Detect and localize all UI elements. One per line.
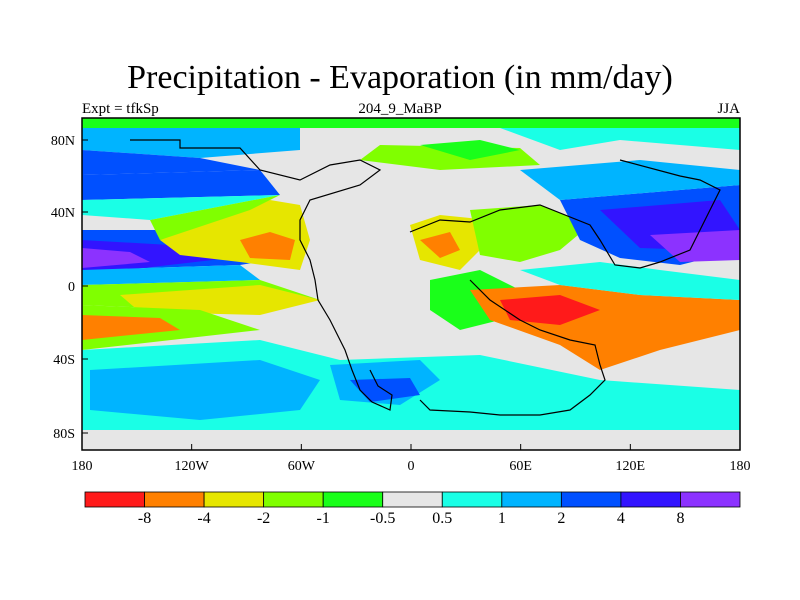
colorbar-swatch (263, 491, 324, 508)
lat-tick-label: 80N (51, 134, 75, 149)
colorbar-swatch (203, 491, 265, 508)
lat-tick-label: 40N (51, 206, 75, 221)
colorbar-label: 0.5 (432, 510, 453, 527)
lat-tick-label: 80S (53, 427, 75, 442)
colorbar-swatch (144, 491, 205, 508)
lat-tick-label: 0 (68, 280, 75, 295)
lon-tick-label: 120E (616, 459, 646, 474)
latitude-axis: 80N 40N 0 40S 80S (51, 134, 88, 442)
experiment-label: Expt = tfkSp (82, 101, 159, 117)
colorbar-label: -2 (256, 510, 271, 527)
colorbar-swatch (501, 491, 562, 508)
lon-tick-label: 120W (175, 459, 210, 474)
lat-tick-label: 40S (53, 353, 75, 368)
colorbar-swatch (441, 491, 503, 508)
map-title: Precipitation - Evaporation (in mm/day) (127, 59, 673, 96)
coastlines (130, 139, 721, 416)
colorbar-swatch (382, 491, 443, 508)
colorbar-label: -4 (197, 510, 211, 527)
lon-tick-label: 60W (288, 459, 316, 474)
longitude-axis: 180 120W 60W 0 60E 120E 180 (72, 444, 751, 474)
colorbar (84, 491, 741, 508)
season-label: JJA (717, 101, 740, 117)
colorbar-swatch (322, 491, 384, 508)
precip-evap-field (82, 118, 740, 450)
colorbar-label: 8 (676, 510, 685, 527)
colorbar-label: 2 (557, 510, 566, 527)
lon-tick-label: 0 (408, 459, 415, 474)
colorbar-label: -0.5 (370, 510, 396, 527)
colorbar-swatch (560, 491, 622, 508)
colorbar-label: -1 (316, 510, 330, 527)
colorbar-label: 1 (497, 510, 506, 527)
colorbar-label: 4 (616, 510, 625, 527)
colorbar-swatch (620, 491, 681, 508)
lon-tick-label: 60E (509, 459, 532, 474)
colorbar-swatch (84, 491, 145, 508)
colorbar-swatch (680, 491, 741, 508)
lon-tick-label: 180 (72, 459, 93, 474)
time-label: 204_9_MaBP (358, 101, 442, 117)
lon-tick-label: 180 (730, 459, 751, 474)
colorbar-label: -8 (137, 510, 152, 527)
